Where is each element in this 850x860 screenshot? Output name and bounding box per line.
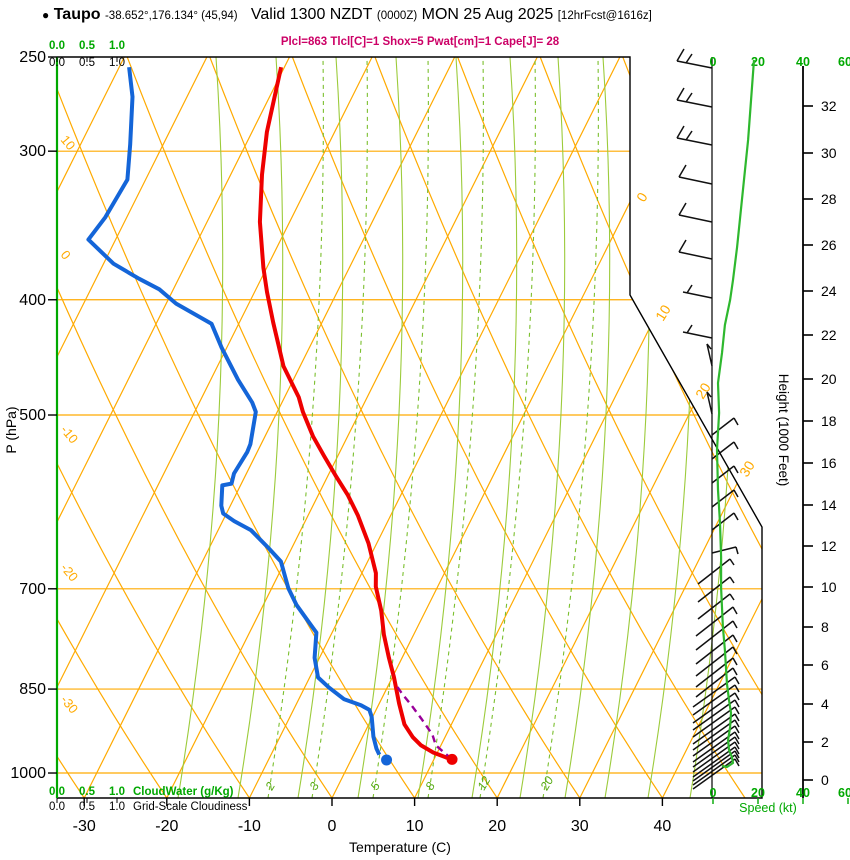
svg-text:-10: -10 (58, 422, 82, 446)
svg-text:60: 60 (838, 786, 850, 800)
cloud-scales: 0.0 0.0 0.0 0.0 0.5 0.5 0.5 0.5 1.0 1.0 1.0 1.0 Clou… (49, 40, 248, 813)
parcel-path (394, 683, 453, 760)
svg-text:40: 40 (796, 786, 810, 800)
svg-text:20: 20 (692, 380, 714, 402)
svg-text:20: 20 (821, 371, 837, 387)
svg-text:4: 4 (821, 696, 829, 712)
svg-text:26: 26 (821, 237, 837, 253)
svg-text:-30: -30 (73, 818, 96, 835)
svg-text:P (hPa): P (hPa) (3, 406, 19, 453)
svg-text:300: 300 (19, 143, 46, 160)
mixing-ratio-lines (267, 57, 599, 798)
pressure-axis: 250 300 400 500 700 850 1000 P (hPa) (3, 49, 57, 782)
svg-text:Speed (kt): Speed (kt) (739, 801, 797, 815)
speed-curve (715, 59, 756, 769)
svg-text:0.5: 0.5 (79, 786, 96, 798)
svg-text:850: 850 (19, 681, 46, 698)
svg-text:30: 30 (571, 818, 589, 835)
valid-time: Valid 1300 NZDT (250, 6, 373, 23)
surface-dewpoint-dot (381, 754, 393, 766)
svg-text:14: 14 (821, 497, 837, 513)
svg-text:12: 12 (821, 538, 837, 554)
svg-text:28: 28 (821, 191, 837, 207)
svg-text:30: 30 (821, 145, 837, 161)
station-bullet-icon: ● (42, 8, 50, 22)
station-name: Taupo (53, 6, 101, 23)
valid-zulu: (0000Z) (376, 10, 418, 22)
svg-text:400: 400 (19, 292, 46, 309)
svg-text:40: 40 (654, 818, 672, 835)
svg-text:CloudWater (g/Kg): CloudWater (g/Kg) (133, 786, 234, 798)
chart-title: ● Taupo -38.652°,176.134° (45,94) Valid … (42, 6, 842, 24)
forecast-tag: [12hrFcst@1616z] (557, 10, 652, 22)
svg-text:2: 2 (821, 734, 829, 750)
svg-text:Temperature (C): Temperature (C) (349, 839, 451, 855)
svg-text:24: 24 (821, 283, 837, 299)
svg-text:0: 0 (328, 818, 337, 835)
surface-temperature-dot (446, 753, 458, 765)
svg-text:1.0: 1.0 (109, 40, 125, 52)
dewpoint-curve (86, 66, 382, 756)
svg-text:0.5: 0.5 (79, 40, 96, 52)
svg-text:20: 20 (537, 774, 556, 794)
svg-text:16: 16 (821, 455, 837, 471)
svg-text:0: 0 (821, 772, 829, 788)
svg-text:-20: -20 (155, 818, 178, 835)
svg-text:0.0: 0.0 (49, 57, 65, 69)
profile-curves (86, 66, 458, 766)
wind-barbs (676, 48, 740, 790)
svg-text:0.0: 0.0 (49, 801, 65, 813)
svg-text:0: 0 (710, 786, 717, 800)
svg-text:0: 0 (633, 189, 651, 204)
temperature-axis: -30 -20 -10 0 10 20 30 40 Temperature (C) (73, 798, 672, 855)
svg-text:22: 22 (821, 327, 837, 343)
speed-profile (715, 59, 756, 769)
svg-text:0.5: 0.5 (79, 801, 95, 813)
svg-text:Height (1000 Feet): Height (1000 Feet) (776, 374, 791, 487)
svg-text:30: 30 (736, 458, 758, 480)
svg-text:8: 8 (821, 619, 829, 635)
svg-text:-10: -10 (238, 818, 261, 835)
svg-text:500: 500 (19, 407, 46, 424)
svg-text:40: 40 (796, 55, 810, 69)
svg-text:6: 6 (821, 657, 829, 673)
svg-text:10: 10 (652, 302, 674, 324)
svg-text:-20: -20 (58, 560, 82, 584)
svg-text:700: 700 (19, 581, 46, 598)
svg-text:0.5: 0.5 (79, 57, 95, 69)
svg-text:12: 12 (474, 774, 493, 793)
svg-text:-30: -30 (58, 692, 82, 716)
valid-date: MON 25 Aug 2025 (421, 6, 554, 23)
svg-text:1.0: 1.0 (109, 801, 125, 813)
svg-text:18: 18 (821, 413, 837, 429)
stability-indices: Plcl=863 Tlcl[C]=1 Shox=5 Pwat[cm]=1 Cap… (280, 36, 560, 48)
temperature-curve (257, 66, 453, 762)
svg-text:0: 0 (58, 247, 74, 262)
svg-text:1.0: 1.0 (109, 57, 125, 69)
svg-text:0.0: 0.0 (49, 40, 65, 52)
station-coords: -38.652°,176.134° (45,94) (104, 10, 238, 22)
svg-text:20: 20 (751, 786, 765, 800)
svg-text:20: 20 (488, 818, 506, 835)
svg-text:10: 10 (821, 579, 837, 595)
svg-text:Grid-Scale Cloudiness: Grid-Scale Cloudiness (133, 801, 248, 813)
svg-text:60: 60 (838, 55, 850, 69)
svg-text:10: 10 (406, 818, 424, 835)
plot-frame (55, 56, 804, 799)
svg-text:1000: 1000 (10, 765, 46, 782)
svg-text:250: 250 (19, 49, 46, 66)
svg-text:1.0: 1.0 (109, 786, 125, 798)
svg-text:32: 32 (821, 98, 837, 114)
svg-text:0.0: 0.0 (49, 786, 65, 798)
svg-text:0: 0 (710, 55, 717, 69)
